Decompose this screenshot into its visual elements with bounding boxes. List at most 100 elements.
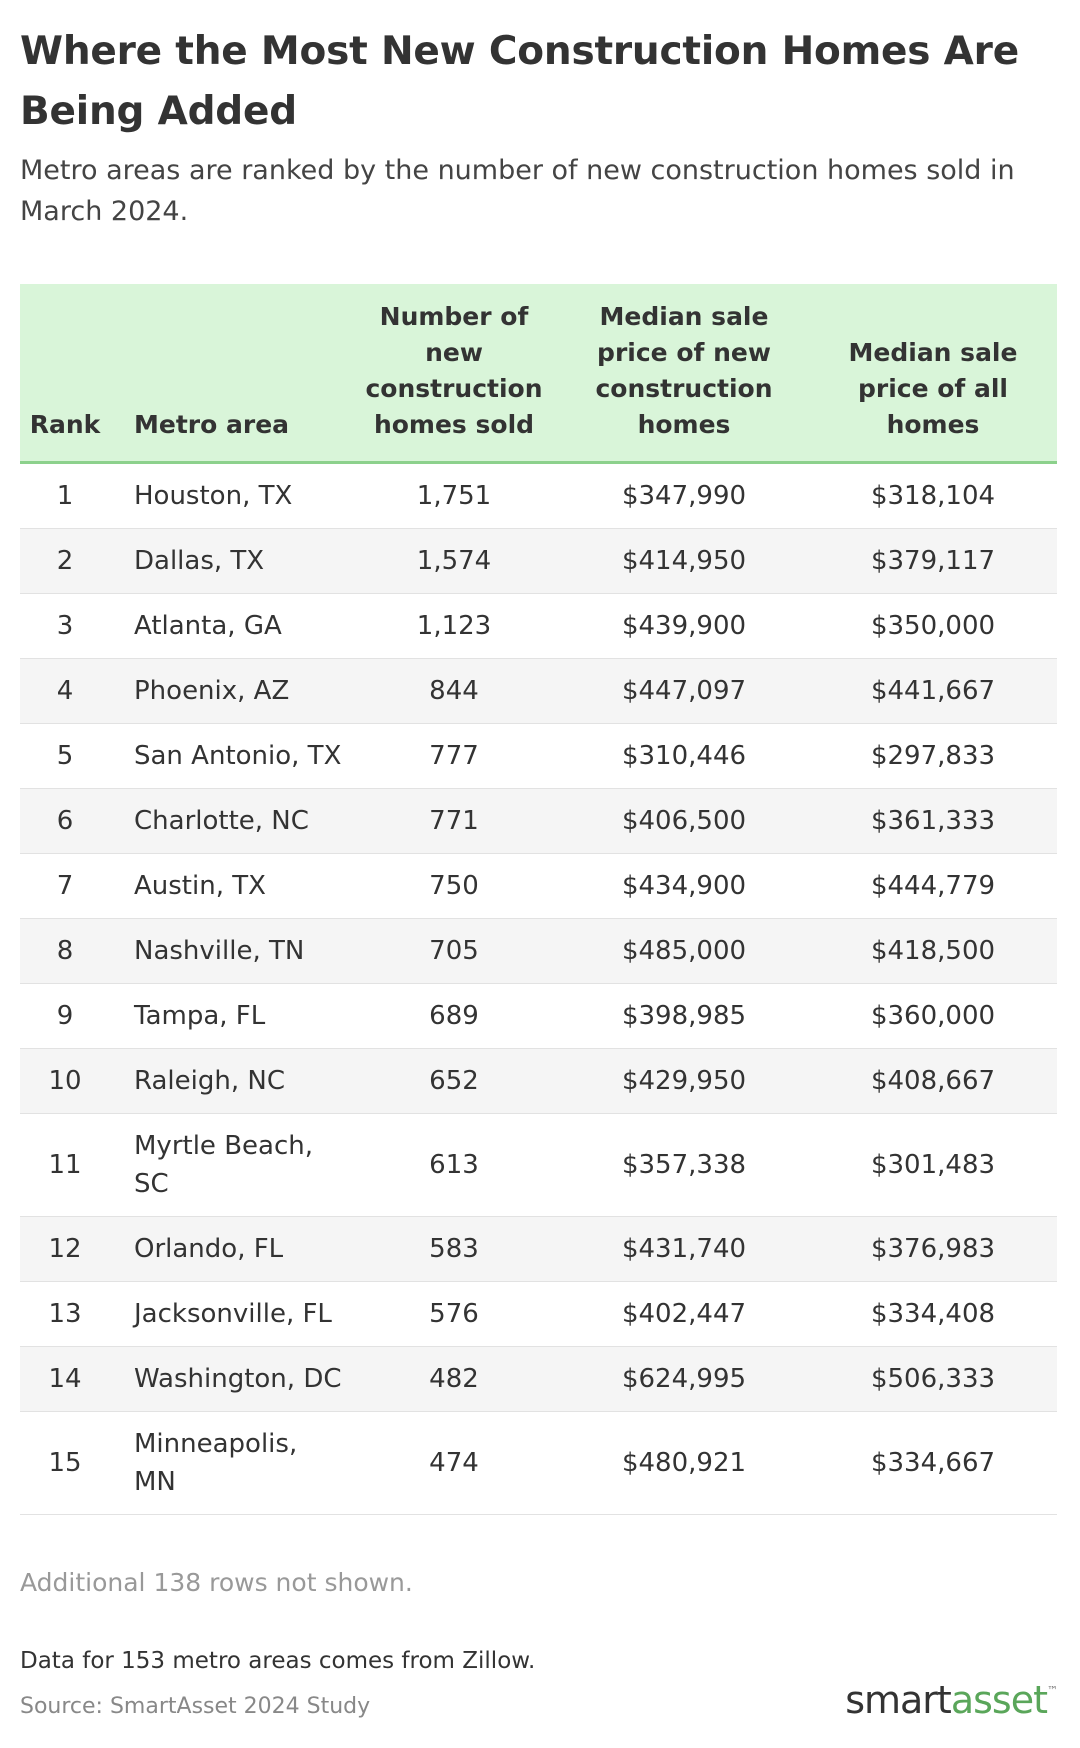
cell-rank: 5 xyxy=(20,723,110,789)
cell-metro-area: San Antonio, TX xyxy=(110,723,349,789)
table-row: 2 Dallas, TX 1,574 $414,950 $379,117 xyxy=(20,528,1057,594)
cell-rank: 7 xyxy=(20,853,110,919)
cell-homes-sold: 576 xyxy=(349,1281,559,1347)
cell-rank: 11 xyxy=(20,1113,110,1217)
cell-homes-sold: 583 xyxy=(349,1216,559,1282)
cell-metro-area: Dallas, TX xyxy=(110,528,349,594)
cell-homes-sold: 1,123 xyxy=(349,593,559,659)
rows-not-shown-note: Additional 138 rows not shown. xyxy=(20,1568,413,1597)
table-row: 12 Orlando, FL 583 $431,740 $376,983 xyxy=(20,1216,1057,1282)
column-header-metro-area: Metro area xyxy=(110,284,349,464)
cell-rank: 6 xyxy=(20,788,110,854)
cell-rank: 1 xyxy=(20,462,110,529)
cell-median-all-price: $318,104 xyxy=(809,462,1057,529)
cell-homes-sold: 474 xyxy=(349,1411,559,1515)
cell-metro-area: Atlanta, GA xyxy=(110,593,349,659)
logo-text-smart: smart xyxy=(845,1678,952,1722)
cell-homes-sold: 652 xyxy=(349,1048,559,1114)
cell-median-new-price: $434,900 xyxy=(559,853,809,919)
cell-homes-sold: 777 xyxy=(349,723,559,789)
column-header-rank: Rank xyxy=(20,284,110,464)
cell-median-all-price: $418,500 xyxy=(809,918,1057,984)
logo-text-asset: asset xyxy=(950,1678,1048,1722)
source-note: Source: SmartAsset 2024 Study xyxy=(20,1694,371,1719)
table-row: 11 Myrtle Beach, SC 613 $357,338 $301,483 xyxy=(20,1113,1057,1217)
table-row: 9 Tampa, FL 689 $398,985 $360,000 xyxy=(20,983,1057,1049)
column-header-homes-sold: Number of new construction homes sold xyxy=(349,284,559,464)
cell-rank: 14 xyxy=(20,1346,110,1412)
cell-median-all-price: $297,833 xyxy=(809,723,1057,789)
table-row: 14 Washington, DC 482 $624,995 $506,333 xyxy=(20,1346,1057,1412)
logo-trademark: ™ xyxy=(1047,1684,1058,1697)
cell-median-new-price: $406,500 xyxy=(559,788,809,854)
table-row: 7 Austin, TX 750 $434,900 $444,779 xyxy=(20,853,1057,919)
cell-median-new-price: $447,097 xyxy=(559,658,809,724)
table-row: 4 Phoenix, AZ 844 $447,097 $441,667 xyxy=(20,658,1057,724)
cell-median-new-price: $624,995 xyxy=(559,1346,809,1412)
cell-median-new-price: $398,985 xyxy=(559,983,809,1049)
cell-median-new-price: $429,950 xyxy=(559,1048,809,1114)
cell-metro-area: Charlotte, NC xyxy=(110,788,349,854)
cell-median-new-price: $402,447 xyxy=(559,1281,809,1347)
table-row: 13 Jacksonville, FL 576 $402,447 $334,408 xyxy=(20,1281,1057,1347)
cell-homes-sold: 771 xyxy=(349,788,559,854)
column-header-median-all-price: Median sale price of all homes xyxy=(809,284,1057,464)
cell-metro-area: Jacksonville, FL xyxy=(110,1281,349,1347)
cell-median-all-price: $441,667 xyxy=(809,658,1057,724)
cell-rank: 8 xyxy=(20,918,110,984)
cell-metro-area: Tampa, FL xyxy=(110,983,349,1049)
cell-rank: 4 xyxy=(20,658,110,724)
smartasset-logo: smartasset™ xyxy=(845,1678,1058,1722)
table-row: 5 San Antonio, TX 777 $310,446 $297,833 xyxy=(20,723,1057,789)
cell-median-all-price: $360,000 xyxy=(809,983,1057,1049)
cell-median-new-price: $480,921 xyxy=(559,1411,809,1515)
cell-median-new-price: $431,740 xyxy=(559,1216,809,1282)
table-row: 3 Atlanta, GA 1,123 $439,900 $350,000 xyxy=(20,593,1057,659)
cell-metro-area: Minneapolis, MN xyxy=(110,1411,349,1515)
column-header-median-new-price: Median sale price of new construction ho… xyxy=(559,284,809,464)
cell-median-all-price: $334,408 xyxy=(809,1281,1057,1347)
cell-homes-sold: 482 xyxy=(349,1346,559,1412)
cell-homes-sold: 705 xyxy=(349,918,559,984)
cell-median-new-price: $414,950 xyxy=(559,528,809,594)
table-row: 1 Houston, TX 1,751 $347,990 $318,104 xyxy=(20,462,1057,529)
table-row: 6 Charlotte, NC 771 $406,500 $361,333 xyxy=(20,788,1057,854)
cell-median-all-price: $379,117 xyxy=(809,528,1057,594)
cell-homes-sold: 750 xyxy=(349,853,559,919)
cell-median-all-price: $506,333 xyxy=(809,1346,1057,1412)
cell-rank: 15 xyxy=(20,1411,110,1515)
cell-median-all-price: $334,667 xyxy=(809,1411,1057,1515)
table-body: 1 Houston, TX 1,751 $347,990 $318,104 2 Dallas… xyxy=(20,462,1057,1515)
table-header-row: Rank Metro area Number of new constructi… xyxy=(20,284,1057,464)
cell-metro-area: Raleigh, NC xyxy=(110,1048,349,1114)
cell-rank: 2 xyxy=(20,528,110,594)
cell-median-new-price: $357,338 xyxy=(559,1113,809,1217)
table-row: 15 Minneapolis, MN 474 $480,921 $334,667 xyxy=(20,1411,1057,1515)
cell-homes-sold: 613 xyxy=(349,1113,559,1217)
data-table: Rank Metro area Number of new constructi… xyxy=(20,284,1057,1515)
cell-median-all-price: $350,000 xyxy=(809,593,1057,659)
cell-rank: 10 xyxy=(20,1048,110,1114)
cell-median-new-price: $439,900 xyxy=(559,593,809,659)
cell-median-all-price: $301,483 xyxy=(809,1113,1057,1217)
cell-rank: 3 xyxy=(20,593,110,659)
data-footnote: Data for 153 metro areas comes from Zill… xyxy=(20,1648,536,1674)
cell-rank: 13 xyxy=(20,1281,110,1347)
chart-subtitle: Metro areas are ranked by the number of … xyxy=(20,155,1015,227)
cell-metro-area: Myrtle Beach, SC xyxy=(110,1113,349,1217)
cell-homes-sold: 689 xyxy=(349,983,559,1049)
cell-median-new-price: $347,990 xyxy=(559,462,809,529)
cell-metro-area: Orlando, FL xyxy=(110,1216,349,1282)
cell-homes-sold: 1,751 xyxy=(349,462,559,529)
cell-metro-area: Austin, TX xyxy=(110,853,349,919)
cell-median-new-price: $485,000 xyxy=(559,918,809,984)
cell-rank: 9 xyxy=(20,983,110,1049)
cell-median-all-price: $361,333 xyxy=(809,788,1057,854)
cell-rank: 12 xyxy=(20,1216,110,1282)
chart-title: Where the Most New Construction Homes Ar… xyxy=(20,29,1019,134)
cell-median-all-price: $408,667 xyxy=(809,1048,1057,1114)
cell-median-all-price: $444,779 xyxy=(809,853,1057,919)
cell-homes-sold: 1,574 xyxy=(349,528,559,594)
table-row: 10 Raleigh, NC 652 $429,950 $408,667 xyxy=(20,1048,1057,1114)
table-row: 8 Nashville, TN 705 $485,000 $418,500 xyxy=(20,918,1057,984)
